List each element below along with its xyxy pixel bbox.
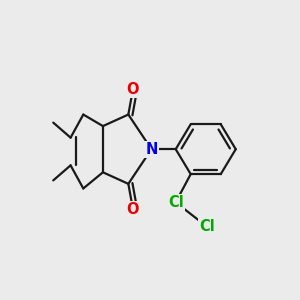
Text: O: O [127, 202, 139, 217]
Text: N: N [145, 142, 158, 157]
Text: Cl: Cl [168, 195, 184, 210]
Text: Cl: Cl [199, 219, 215, 234]
Text: O: O [127, 82, 139, 97]
